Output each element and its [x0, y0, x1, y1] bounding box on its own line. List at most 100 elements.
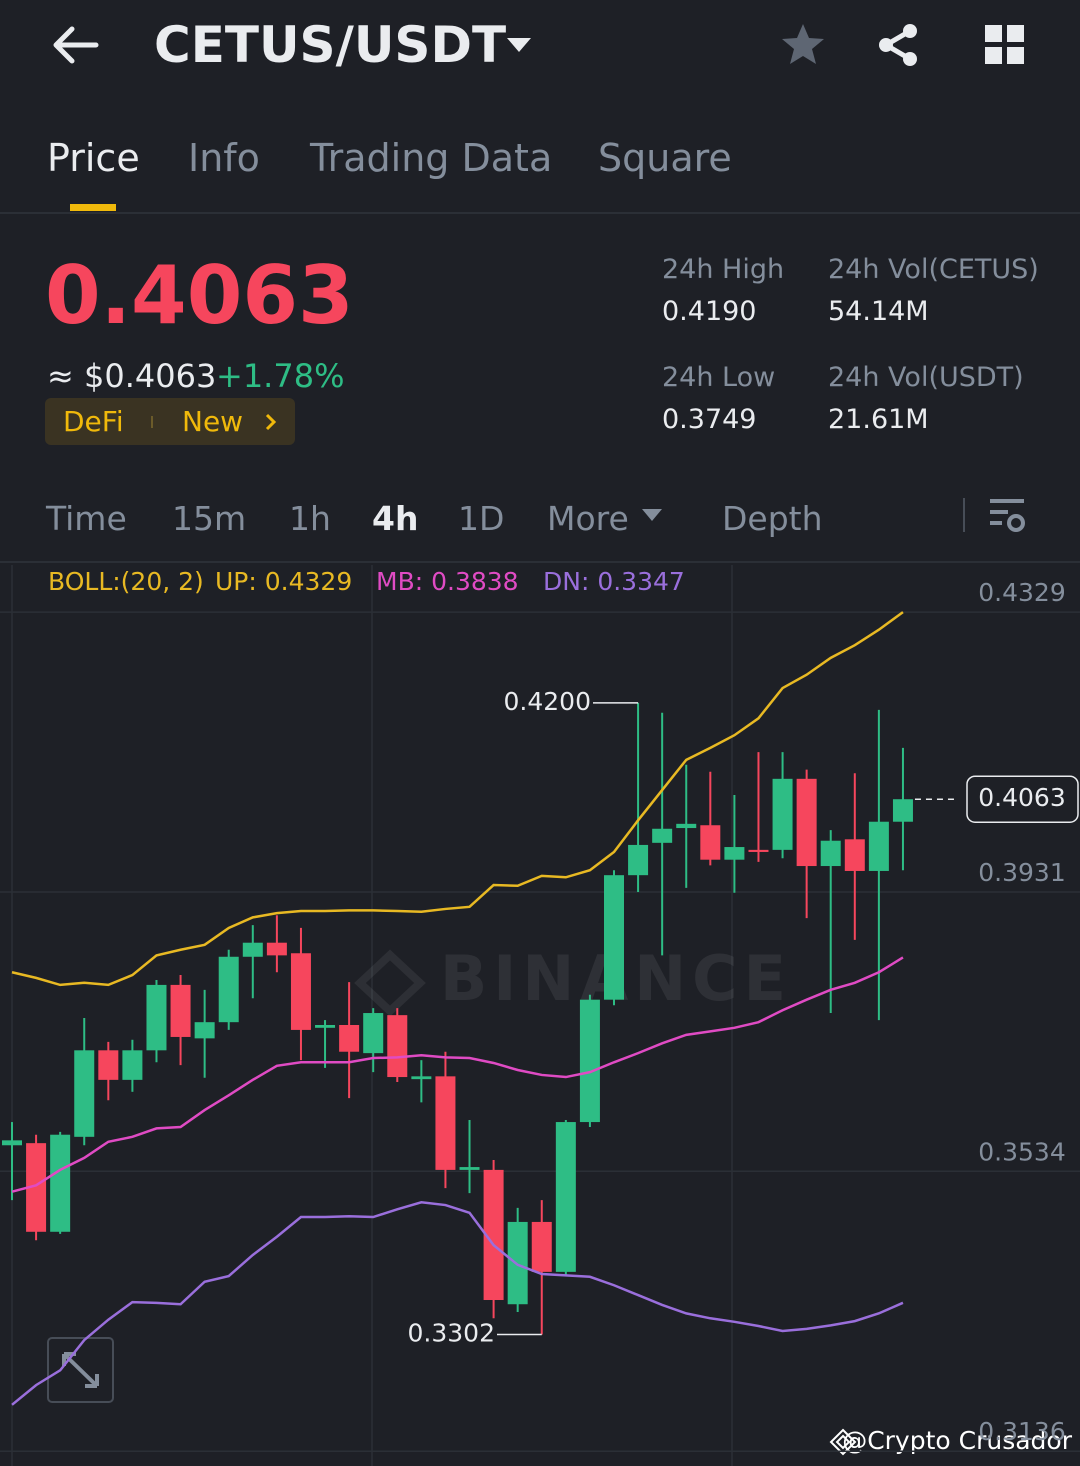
boll-line: [11, 1200, 904, 1406]
candle-body: [796, 778, 817, 867]
interval[interactable]: More: [547, 499, 629, 538]
separator: [963, 498, 965, 532]
boll-line: [11, 611, 904, 987]
candle-body: [459, 1167, 480, 1170]
pair-title[interactable]: CETUS/USDT: [154, 16, 507, 74]
legend-item: UP: 0.4329: [215, 567, 352, 596]
tag-box[interactable]: [45, 398, 295, 445]
share-lines: [881, 28, 912, 62]
candle-body: [700, 825, 721, 860]
candle-body: [146, 984, 167, 1051]
y-tick-label: 0.4329: [978, 578, 1065, 607]
tag-chevron: [265, 413, 277, 431]
tab[interactable]: Price: [47, 136, 140, 180]
last-price: 0.4063: [45, 249, 354, 342]
candle-body: [194, 1022, 215, 1039]
candle-body: [748, 849, 769, 852]
stat-value: 21.61M: [828, 404, 929, 435]
grid-icon: [985, 25, 1024, 64]
settings-icon: [990, 499, 1025, 532]
tab-indicator: [70, 204, 116, 211]
price-usd: ≈ $0.4063: [47, 357, 217, 395]
candle-body: [242, 942, 263, 957]
stat-value: 54.14M: [828, 296, 929, 327]
more-caret: [642, 509, 662, 521]
legend-item: DN: 0.3347: [543, 567, 685, 596]
stat-label: 24h Low: [662, 362, 776, 393]
credit: @Crypto Crusador: [842, 1426, 1073, 1455]
watermark-logo: [354, 949, 426, 1017]
y-tick-label: 0.3931: [978, 858, 1065, 887]
indicator-label: BOLL:(20, 2): [48, 567, 204, 596]
interval[interactable]: Time: [46, 499, 127, 538]
candle-body: [507, 1221, 528, 1305]
candle-body: [676, 823, 697, 829]
tab[interactable]: Info: [188, 136, 260, 180]
candle-body: [724, 847, 745, 860]
expand-button[interactable]: [47, 1337, 114, 1403]
candle-body: [363, 1013, 384, 1054]
caret: [642, 509, 662, 521]
boll-line: [11, 956, 904, 1193]
candle-body: [170, 984, 191, 1037]
tab[interactable]: Trading Data: [310, 136, 553, 180]
back-button[interactable]: [50, 25, 100, 65]
candle-body: [892, 799, 913, 822]
candle-body: [652, 828, 673, 843]
stat-label: 24h Vol(CETUS): [828, 254, 1039, 285]
candle-body: [628, 844, 649, 876]
tab[interactable]: Square: [598, 136, 732, 180]
interval[interactable]: 4h: [372, 499, 419, 538]
candle-body: [122, 1050, 143, 1080]
stat-label: 24h Vol(USDT): [828, 362, 1024, 393]
last-price-label: 0.4063: [978, 783, 1065, 812]
low-marker-label: 0.3302: [408, 1318, 495, 1347]
candle-body: [50, 1134, 71, 1232]
stat-label: 24h High: [662, 254, 785, 285]
candle-body: [218, 956, 239, 1023]
y-tick-label: 0.3136: [978, 1417, 1065, 1446]
candle-body: [772, 778, 793, 850]
candle-body: [266, 942, 287, 956]
candle-body: [483, 1169, 504, 1301]
back-arrow: [53, 26, 99, 64]
candle-body: [26, 1143, 47, 1232]
star-icon: [782, 24, 824, 64]
stat-value: 0.3749: [662, 404, 757, 435]
candle-body: [315, 1024, 336, 1028]
chart-settings[interactable]: [988, 497, 1028, 535]
candle-body: [555, 1122, 576, 1272]
pair-dropdown[interactable]: [505, 36, 533, 54]
candle-body: [290, 953, 311, 1030]
divider: [0, 212, 1080, 214]
legend-item: MB: 0.3838: [376, 567, 519, 596]
tag[interactable]: DeFi: [63, 405, 124, 438]
candle-body: [531, 1221, 552, 1272]
candle-body: [387, 1015, 408, 1078]
tag-separator: [151, 416, 153, 428]
favorite-button[interactable]: [780, 22, 826, 68]
candle-body: [411, 1076, 432, 1080]
y-tick-label: 0.3534: [978, 1137, 1065, 1166]
candle-body: [435, 1076, 456, 1170]
interval[interactable]: 1h: [289, 499, 331, 538]
candle-body: [2, 1140, 22, 1146]
candle-body: [74, 1050, 95, 1137]
stat-value: 0.4190: [662, 296, 757, 327]
logo-diamond: [354, 949, 426, 1017]
high-marker-label: 0.4200: [504, 687, 591, 716]
interval[interactable]: 1D: [458, 499, 505, 538]
last-price-box: [966, 775, 1079, 823]
share-button[interactable]: [876, 22, 922, 68]
dropdown-caret: [507, 38, 531, 52]
menu-button[interactable]: [984, 24, 1026, 66]
expand-icon: [62, 1352, 99, 1388]
interval[interactable]: Depth: [722, 499, 823, 538]
tag[interactable]: New: [182, 405, 244, 438]
candle-body: [579, 999, 600, 1123]
chevron: [265, 413, 277, 431]
interval[interactable]: 15m: [172, 499, 247, 538]
candle-body: [868, 821, 889, 871]
